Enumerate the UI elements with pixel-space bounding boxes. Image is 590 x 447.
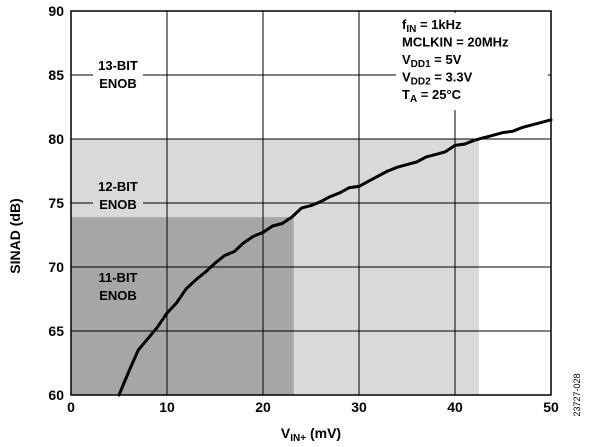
region-labels: 13-BIT ENOB 12-BIT ENOB 11-BIT ENOB [93, 58, 143, 303]
y-tick-label-80: 80 [48, 131, 64, 147]
series-line-0 [117, 118, 553, 397]
condition-main: V [402, 52, 411, 67]
y-axis-title: SINAD (dB) [7, 198, 23, 273]
y-tick-label-70: 70 [48, 259, 64, 275]
condition-line-3: VDD2 = 3.3V [402, 70, 473, 88]
region-label-12-bit: 12-BIT ENOB [93, 179, 143, 212]
region-label-line2: ENOB [99, 197, 137, 212]
condition-main: T [402, 87, 410, 102]
condition-sub: DD1 [411, 59, 431, 70]
region-label-line1: 13-BIT [98, 58, 138, 73]
x-tick-label-10: 10 [159, 399, 175, 415]
region-label-line2: ENOB [99, 288, 137, 303]
region-label-line1: 12-BIT [98, 179, 138, 194]
condition-line-2: VDD1 = 5V [402, 52, 462, 70]
condition-line-1: MCLKIN = 20MHz [402, 35, 509, 50]
condition-sub: A [410, 94, 417, 105]
region-label-bg [93, 179, 143, 210]
x-axis-title-sub: IN+ [290, 433, 306, 444]
conditions-bg [396, 13, 548, 110]
x-tick-label-40: 40 [447, 399, 463, 415]
x-tick-label-0: 0 [67, 399, 75, 415]
x-tick-label-30: 30 [351, 399, 367, 415]
region-label-line1: 11-BIT [98, 270, 137, 285]
x-tick-label-20: 20 [255, 399, 271, 415]
condition-rest: = 3.3V [431, 70, 473, 85]
grid-lines [71, 11, 551, 395]
region-11-bit [71, 217, 294, 395]
tick-labels: 0 10 20 30 40 50 60 65 70 75 80 85 90 [48, 3, 559, 415]
condition-line-0: fIN = 1kHz [402, 17, 462, 35]
region-label-11-bit: 11-BIT ENOB [93, 270, 143, 303]
x-axis-title-unit: (mV) [306, 425, 341, 441]
y-tick-label-60: 60 [48, 387, 64, 403]
x-axis-title-main: V [281, 425, 291, 441]
condition-rest: = 5V [431, 52, 462, 67]
region-label-13-bit: 13-BIT ENOB [93, 58, 143, 91]
y-tick-label-65: 65 [48, 323, 64, 339]
y-tick-label-90: 90 [48, 3, 64, 19]
condition-line-4: TA = 25°C [402, 87, 462, 105]
condition-main: MCLKIN = 20MHz [402, 35, 509, 50]
condition-main: f [402, 17, 407, 32]
region-label-bg [93, 58, 143, 89]
region-label-bg [93, 270, 143, 301]
condition-sub: IN [406, 24, 416, 35]
condition-rest: = 1kHz [416, 17, 462, 32]
series-layer [117, 118, 553, 397]
x-tick-label-50: 50 [543, 399, 559, 415]
figure-id: 23727-028 [572, 373, 582, 416]
y-tick-label-75: 75 [48, 195, 64, 211]
condition-rest: = 25°C [417, 87, 461, 102]
plot-frame [70, 10, 552, 396]
condition-sub: DD2 [411, 77, 431, 88]
region-label-line2: ENOB [99, 76, 137, 91]
x-axis-title: VIN+ (mV) [281, 425, 341, 444]
condition-main: V [402, 70, 411, 85]
y-tick-label-85: 85 [48, 67, 64, 83]
